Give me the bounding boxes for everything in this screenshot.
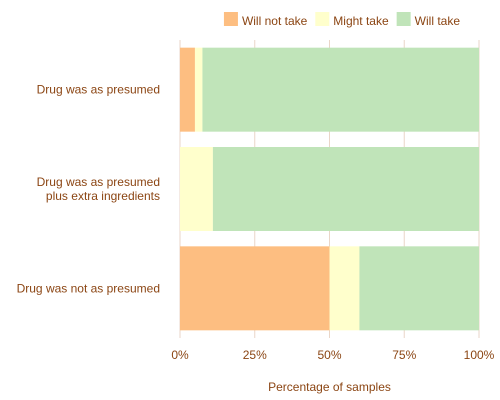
category-label: Drug was not as presumed	[17, 281, 160, 295]
x-tick-label: 75%	[392, 348, 416, 362]
x-tick-label: 50%	[317, 348, 341, 362]
bar-segment	[180, 246, 330, 331]
legend-swatch	[315, 12, 330, 26]
category-label: Drug was as presumed	[37, 175, 160, 189]
category-label: Drug was as presumed	[37, 83, 160, 97]
bar-segment	[359, 246, 479, 331]
bar-segment	[194, 47, 203, 132]
legend-label: Might take	[333, 14, 389, 28]
bar-segment	[212, 147, 479, 231]
bar-segment	[180, 47, 195, 132]
x-tick-label: 25%	[243, 348, 267, 362]
category-labels: Drug was as presumed Drug was as presumed…	[17, 83, 160, 296]
bar-segment	[180, 147, 213, 231]
legend: Will not take Might take Will take	[223, 12, 461, 28]
x-axis-title: Percentage of samples	[268, 380, 391, 394]
x-tick-label: 0%	[171, 348, 189, 362]
bar-segment	[202, 47, 480, 132]
legend-swatch	[396, 12, 411, 26]
x-ticks: 0% 25% 50% 75% 100%	[171, 348, 494, 362]
x-tick-label: 100%	[464, 348, 495, 362]
bar-segment	[329, 246, 360, 331]
bars	[180, 47, 480, 331]
legend-label: Will take	[415, 14, 461, 28]
category-label: plus extra ingredients	[46, 189, 160, 203]
legend-label: Will not take	[242, 14, 308, 28]
legend-swatch	[223, 12, 238, 26]
